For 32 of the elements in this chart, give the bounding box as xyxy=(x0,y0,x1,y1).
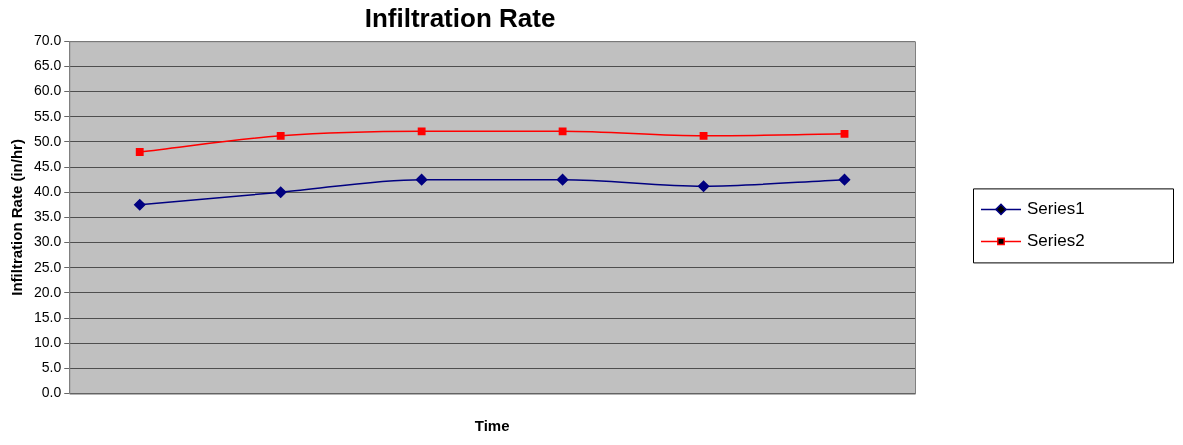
point xyxy=(274,186,287,198)
y-tick-label: 60.0 xyxy=(34,82,62,99)
y-tick-label: 20.0 xyxy=(34,283,62,300)
y-tick-label: 50.0 xyxy=(34,132,62,149)
point xyxy=(415,173,428,186)
x-axis-title: Time xyxy=(474,417,510,435)
legend-label: Series2 xyxy=(1027,231,1085,251)
y-tick-label: 5.0 xyxy=(41,359,62,376)
point xyxy=(838,173,851,186)
y-tick-label: 45.0 xyxy=(34,157,62,174)
point xyxy=(840,129,849,138)
point xyxy=(699,131,708,140)
y-tick-label: 10.0 xyxy=(34,334,62,351)
y-tick-label: 0.0 xyxy=(41,384,62,401)
y-tick-label: 70.0 xyxy=(34,32,62,49)
chart-title: Infiltration Rate xyxy=(364,2,556,33)
point xyxy=(135,148,144,156)
y-tick-label: 30.0 xyxy=(34,233,62,250)
y-tick-label: 35.0 xyxy=(34,208,62,225)
y-tick-label: 25.0 xyxy=(34,258,62,275)
y-axis-title: Infiltration Rate (in/hr) xyxy=(8,139,26,296)
point xyxy=(556,173,569,186)
point xyxy=(417,127,426,136)
y-tick-label: 40.0 xyxy=(34,183,62,200)
point xyxy=(697,180,710,192)
point xyxy=(558,127,567,136)
point xyxy=(133,199,146,211)
y-tick-label: 55.0 xyxy=(34,107,62,124)
point xyxy=(276,131,285,140)
y-tick-label: 65.0 xyxy=(34,57,62,74)
legend-label: Series1 xyxy=(1027,199,1085,219)
y-tick-label: 15.0 xyxy=(34,308,62,325)
